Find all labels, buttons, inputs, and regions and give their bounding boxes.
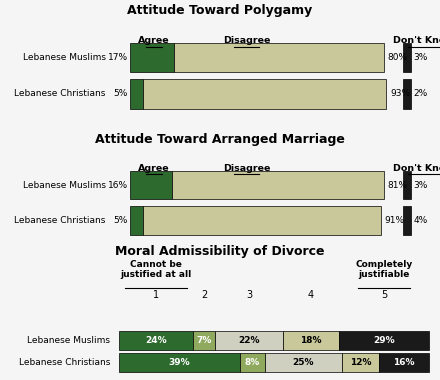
Bar	[130, 79, 143, 109]
Bar	[143, 79, 386, 109]
Text: 3%: 3%	[414, 53, 428, 62]
Text: 93%: 93%	[390, 89, 410, 98]
Text: 80%: 80%	[387, 53, 407, 62]
Text: Don't Know: Don't Know	[393, 36, 440, 45]
Text: Lebanese Christians: Lebanese Christians	[18, 358, 110, 367]
Text: Lebanese Muslims: Lebanese Muslims	[27, 336, 110, 345]
Text: 5%: 5%	[113, 89, 128, 98]
Text: 81%: 81%	[387, 180, 407, 190]
Text: 4: 4	[308, 290, 314, 300]
Bar	[119, 353, 240, 372]
Bar	[143, 206, 381, 234]
Text: 3: 3	[246, 290, 252, 300]
Text: 3%: 3%	[414, 180, 428, 190]
Text: Completely
justifiable: Completely justifiable	[356, 260, 413, 279]
Bar	[403, 206, 411, 234]
Text: 2%: 2%	[414, 89, 428, 98]
Bar	[193, 331, 215, 350]
Text: 39%: 39%	[169, 358, 190, 367]
Text: 16%: 16%	[393, 358, 415, 367]
Text: 25%: 25%	[293, 358, 314, 367]
Text: Attitude Toward Polygamy: Attitude Toward Polygamy	[127, 4, 313, 17]
Bar	[403, 171, 411, 200]
Bar	[130, 171, 172, 200]
Bar	[130, 43, 174, 72]
Text: 24%: 24%	[145, 336, 167, 345]
Text: 5%: 5%	[113, 215, 128, 225]
Bar	[264, 353, 342, 372]
Text: Cannot be
justified at all: Cannot be justified at all	[121, 260, 192, 279]
Bar	[342, 353, 379, 372]
Text: Lebanese Christians: Lebanese Christians	[14, 89, 106, 98]
Bar	[339, 331, 429, 350]
Bar	[379, 353, 429, 372]
Text: Lebanese Muslims: Lebanese Muslims	[22, 53, 106, 62]
Bar	[283, 331, 339, 350]
Text: 7%: 7%	[196, 336, 212, 345]
Text: 16%: 16%	[107, 180, 128, 190]
Text: Lebanese Muslims: Lebanese Muslims	[22, 180, 106, 190]
Text: Disagree: Disagree	[223, 36, 270, 45]
Text: 22%: 22%	[238, 336, 260, 345]
Text: Attitude Toward Arranged Marriage: Attitude Toward Arranged Marriage	[95, 133, 345, 146]
Bar	[403, 43, 411, 72]
Bar	[403, 79, 411, 109]
Text: 4%: 4%	[414, 215, 428, 225]
Text: 18%: 18%	[301, 336, 322, 345]
Text: 2: 2	[201, 290, 207, 300]
Bar	[174, 43, 384, 72]
Text: Agree: Agree	[138, 164, 170, 173]
Text: Agree: Agree	[138, 36, 170, 45]
Bar	[172, 171, 384, 200]
Text: 29%: 29%	[373, 336, 395, 345]
Bar	[240, 353, 264, 372]
Text: 17%: 17%	[107, 53, 128, 62]
Text: 5: 5	[381, 290, 387, 300]
Bar	[119, 331, 193, 350]
Text: Don't Know: Don't Know	[393, 164, 440, 173]
Text: 12%: 12%	[350, 358, 371, 367]
Text: Lebanese Christians: Lebanese Christians	[14, 215, 106, 225]
Text: 91%: 91%	[385, 215, 405, 225]
Bar	[215, 331, 283, 350]
Text: Moral Admissibility of Divorce: Moral Admissibility of Divorce	[115, 245, 325, 258]
Text: 1: 1	[153, 290, 159, 300]
Text: Disagree: Disagree	[223, 164, 270, 173]
Bar	[130, 206, 143, 234]
Text: 8%: 8%	[245, 358, 260, 367]
